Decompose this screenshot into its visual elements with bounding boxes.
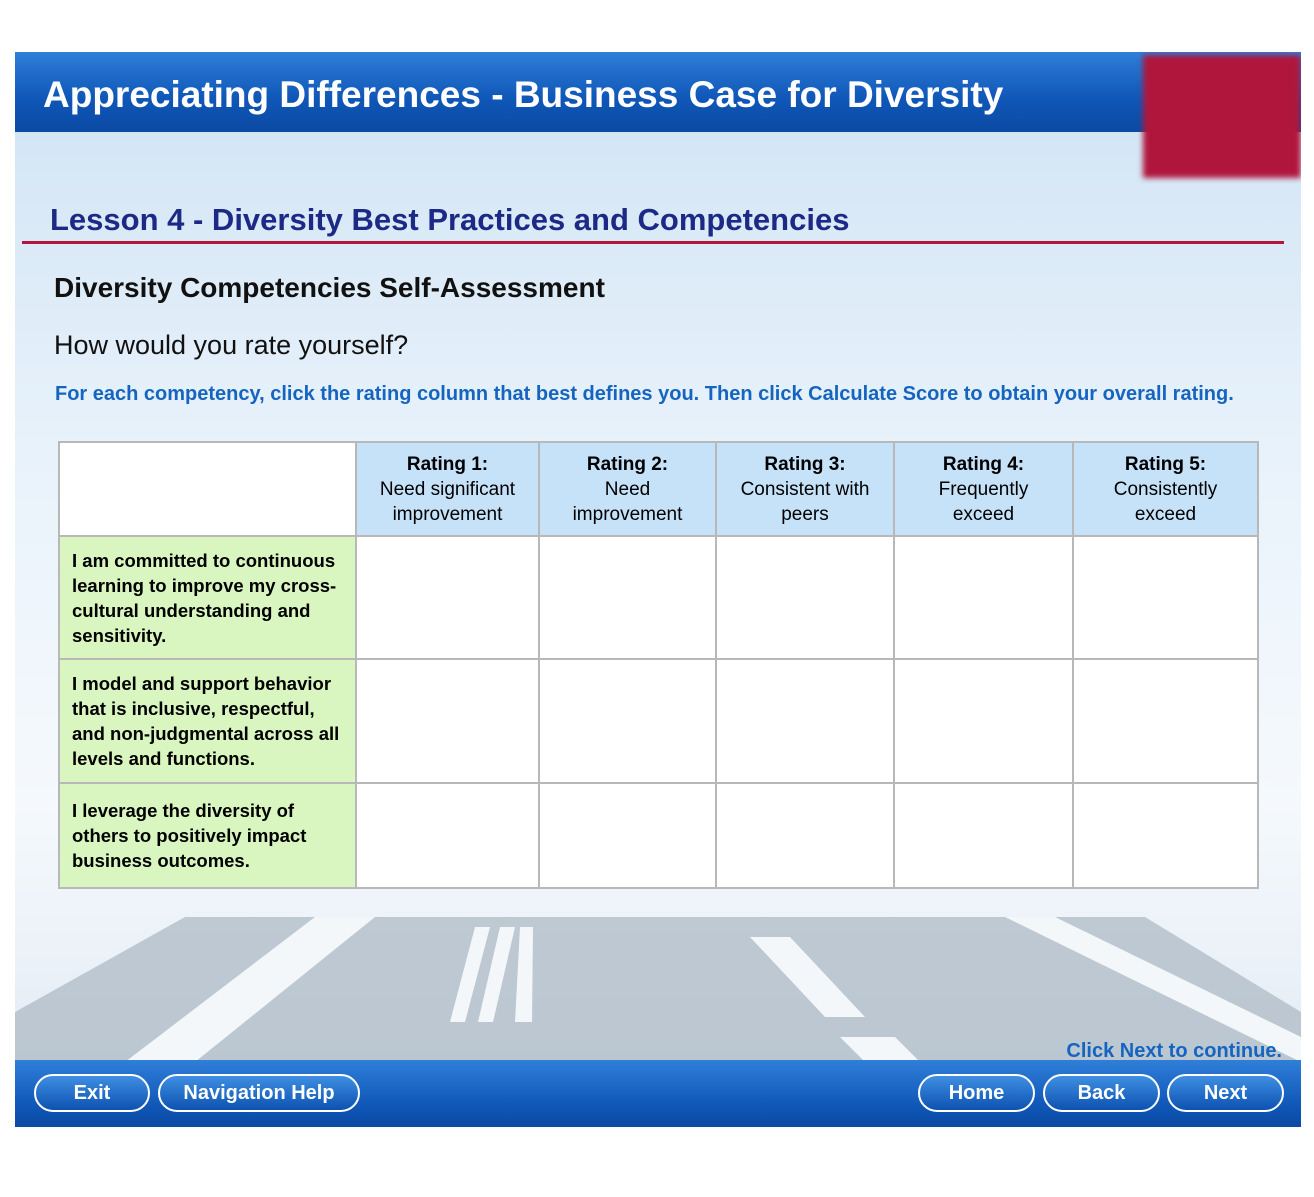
lesson-title: Lesson 4 - Diversity Best Practices and …	[50, 202, 850, 237]
nav-button[interactable]: Exit	[34, 1074, 150, 1112]
footer-bar: Exit Navigation Help Home Back Next	[15, 1060, 1301, 1127]
nav-button[interactable]: Next	[1167, 1074, 1284, 1112]
rating-cell[interactable]	[355, 782, 540, 889]
nav-button[interactable]: Home	[918, 1074, 1035, 1112]
rating-cell[interactable]	[1072, 535, 1259, 660]
rating-header: Rating 2: Need improvement	[538, 441, 717, 537]
rating-label: Rating 4:	[942, 453, 1025, 475]
rating-cell[interactable]	[893, 658, 1074, 784]
rating-label: Rating 3:	[764, 453, 846, 475]
competency-row: I am committed to continuous learning to…	[58, 535, 1259, 660]
rating-header: Rating 1: Need significant improvement	[355, 441, 540, 537]
rating-cell[interactable]	[538, 658, 717, 784]
rating-cell[interactable]	[538, 535, 717, 660]
rating-cell[interactable]	[1072, 658, 1259, 784]
course-frame: Appreciating Differences - Business Case…	[15, 52, 1301, 1127]
rating-label: Rating 2:	[586, 453, 669, 475]
rating-cell[interactable]	[355, 535, 540, 660]
rating-cell[interactable]	[715, 782, 895, 889]
competency-row: I model and support behavior that is inc…	[58, 658, 1259, 784]
rating-description: Frequently exceed	[938, 478, 1029, 525]
rating-header: Rating 4: Frequently exceed	[893, 441, 1074, 537]
rating-cell[interactable]	[893, 535, 1074, 660]
rating-header: Rating 3: Consistent with peers	[715, 441, 895, 537]
header-row: Rating 1: Need significant improvement Rat…	[58, 441, 1259, 537]
competency-text: I model and support behavior that is inc…	[58, 658, 357, 784]
rating-description: Consistent with peers	[740, 478, 870, 525]
assessment-table: Rating 1: Need significant improvement Rat…	[58, 441, 1259, 889]
rating-cell[interactable]	[1072, 782, 1259, 889]
title-bar: Appreciating Differences - Business Case…	[15, 52, 1301, 132]
rating-cell[interactable]	[715, 658, 895, 784]
question: How would you rate yourself?	[54, 330, 409, 360]
rating-cell[interactable]	[355, 658, 540, 784]
corner-cell	[58, 441, 357, 537]
rating-description: Need improvement	[572, 478, 683, 525]
continue-hint: Click Next to continue.	[1066, 1040, 1282, 1062]
rating-description: Consistently exceed	[1113, 478, 1218, 525]
rating-label: Rating 1:	[406, 453, 489, 475]
competency-row: I leverage the diversity of others to po…	[58, 782, 1259, 889]
competency-text: I am committed to continuous learning to…	[58, 535, 357, 660]
course-title: Appreciating Differences - Business Case…	[43, 74, 1004, 115]
runway-background	[15, 917, 1301, 1062]
nav-button[interactable]: Navigation Help	[158, 1074, 360, 1112]
rating-label: Rating 5:	[1124, 453, 1207, 475]
nav-button[interactable]: Back	[1043, 1074, 1160, 1112]
rating-cell[interactable]	[715, 535, 895, 660]
rating-cell[interactable]	[538, 782, 717, 889]
divider	[22, 241, 1284, 244]
rating-header: Rating 5: Consistently exceed	[1072, 441, 1259, 537]
competency-text: I leverage the diversity of others to po…	[58, 782, 357, 889]
logo	[1143, 55, 1301, 178]
rating-description: Need significant improvement	[379, 478, 516, 525]
instructions: For each competency, click the rating co…	[55, 383, 1234, 405]
rating-cell[interactable]	[893, 782, 1074, 889]
section-heading: Diversity Competencies Self-Assessment	[54, 272, 605, 303]
